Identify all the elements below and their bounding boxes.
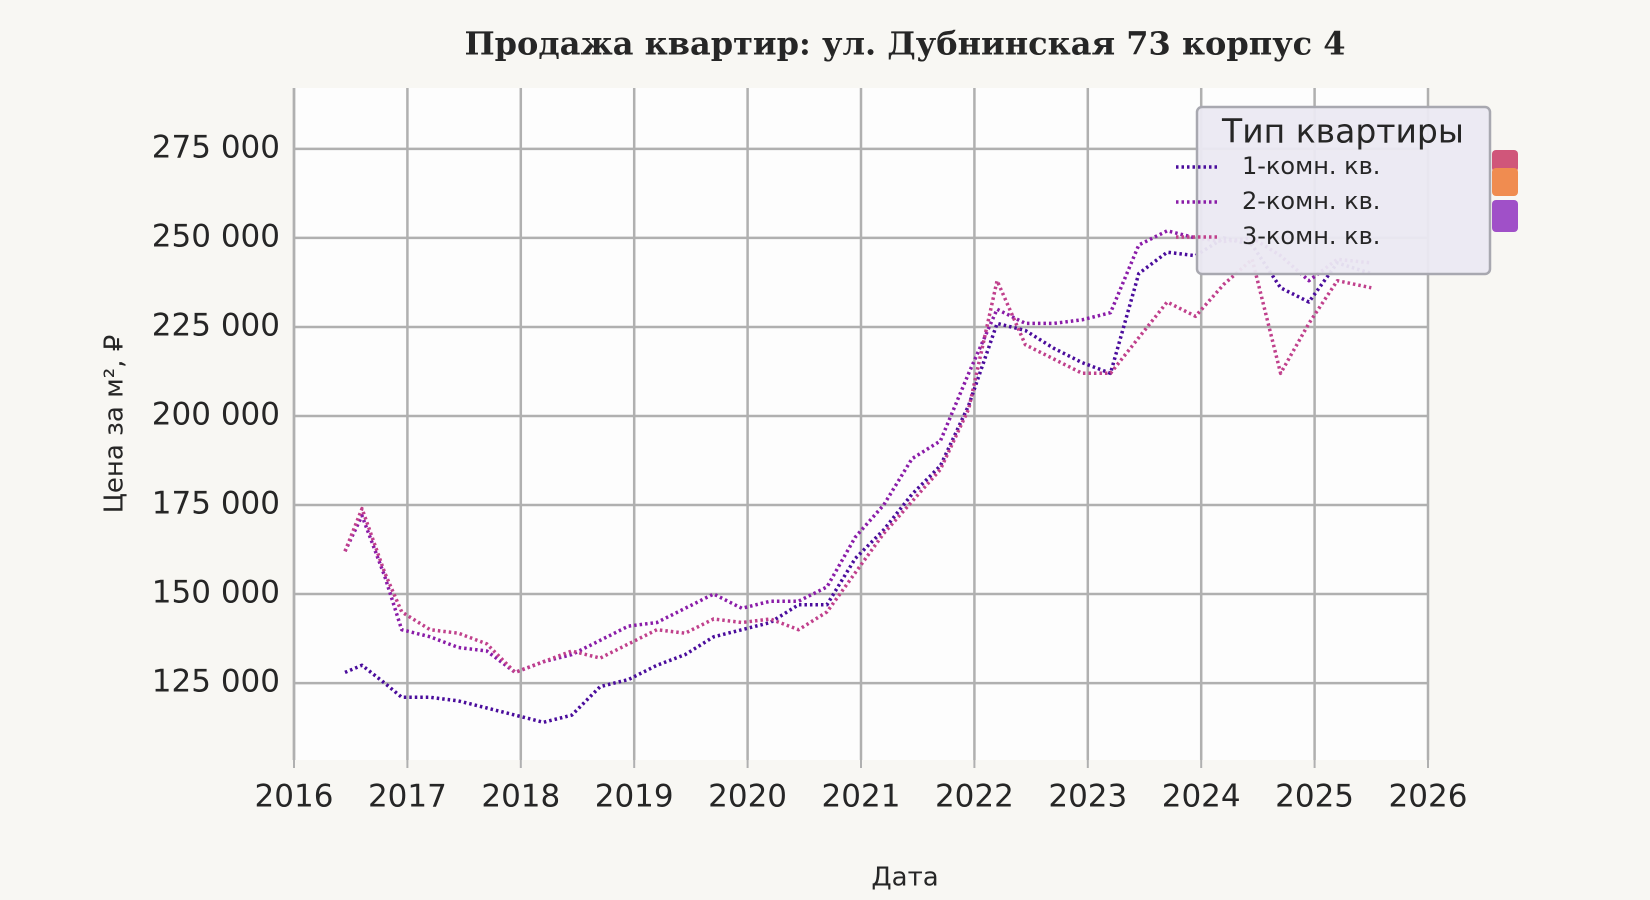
series-line (344, 236, 1372, 725)
currency-icon (1492, 150, 1518, 172)
x-tick-label: 2025 (1275, 779, 1354, 815)
y-tick-label: 225 000 (152, 307, 280, 343)
lines (343, 229, 1372, 725)
y-tick-label: 150 000 (152, 575, 280, 611)
series-line (343, 257, 1372, 675)
x-tick-label: 2026 (1389, 779, 1468, 815)
legend-box (1195, 105, 1492, 276)
y-tick-label: 175 000 (152, 486, 280, 522)
legend: Тип квартиры 1-комн. кв. 2-комн. кв. 3-ком… (1176, 105, 1492, 276)
legend-label: 2-комн. кв. (1242, 187, 1380, 215)
y-tick-label: 125 000 (152, 664, 280, 700)
x-tick-label: 2024 (1162, 779, 1241, 815)
x-tick-label: 2018 (481, 779, 560, 815)
x-tick-label: 2019 (595, 779, 674, 815)
chart-title: Продажа квартир: ул. Дубнинская 73 корпу… (464, 25, 1345, 63)
y-tick-label: 250 000 (152, 218, 280, 254)
y-axis-label: Цена за м², ₽ (100, 335, 130, 514)
x-axis-label: Дата (871, 863, 938, 893)
x-tick-label: 2021 (822, 779, 901, 815)
legend-label: 3-комн. кв. (1242, 222, 1380, 250)
y-tick-label: 200 000 (152, 396, 280, 432)
currency-icon (1492, 200, 1518, 232)
x-tick-label: 2020 (708, 779, 787, 815)
series-line (343, 229, 1372, 675)
x-tick-label: 2017 (368, 779, 447, 815)
x-tick-label: 2023 (1048, 779, 1127, 815)
currency-icon (1492, 168, 1518, 196)
y-tick-label: 275 000 (152, 129, 280, 165)
legend-label: 1-комн. кв. (1242, 152, 1380, 180)
legend-title: Тип квартиры (1221, 112, 1464, 151)
x-tick-label: 2016 (255, 779, 334, 815)
x-tick-label: 2022 (935, 779, 1014, 815)
